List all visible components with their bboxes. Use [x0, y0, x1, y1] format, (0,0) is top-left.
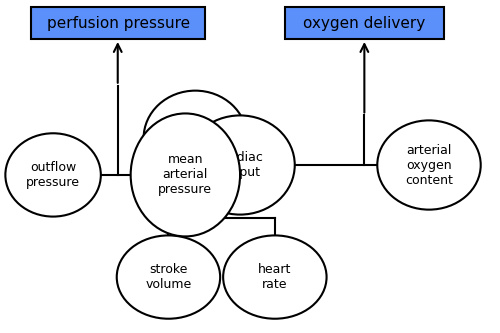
Text: outflow
pressure: outflow pressure [26, 161, 80, 189]
Ellipse shape [116, 235, 220, 319]
Ellipse shape [6, 133, 101, 216]
Text: mean
arterial
pressure: mean arterial pressure [158, 154, 212, 196]
Ellipse shape [378, 121, 480, 210]
FancyBboxPatch shape [285, 7, 444, 39]
Ellipse shape [144, 91, 247, 186]
Text: arterial
oxygen
content: arterial oxygen content [405, 144, 453, 186]
Ellipse shape [223, 235, 326, 319]
FancyBboxPatch shape [31, 7, 206, 39]
Text: heart
rate: heart rate [258, 263, 292, 291]
Text: vascular
resistance: vascular resistance [163, 124, 228, 152]
Text: stroke
volume: stroke volume [146, 263, 192, 291]
Text: perfusion pressure: perfusion pressure [46, 16, 190, 31]
Text: cardiac
output: cardiac output [217, 151, 263, 179]
Ellipse shape [186, 116, 295, 214]
Text: oxygen delivery: oxygen delivery [303, 16, 426, 31]
Ellipse shape [130, 114, 240, 236]
